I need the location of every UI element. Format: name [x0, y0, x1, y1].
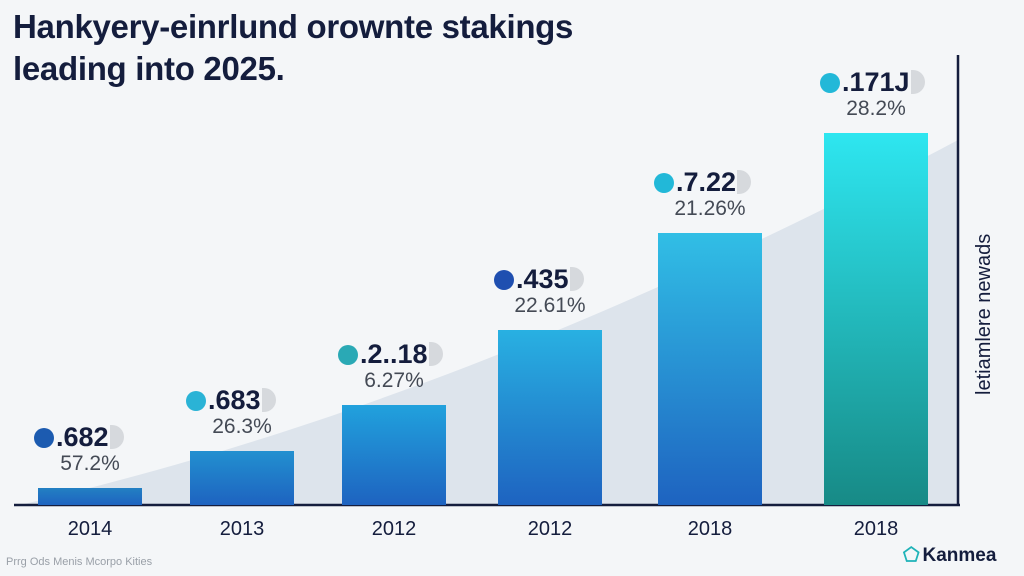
value-text: .682: [56, 421, 109, 452]
value-label: .683: [186, 385, 276, 416]
value-text: .683: [208, 385, 261, 416]
x-tick-label: 2012: [371, 518, 417, 540]
value-text: .171J: [842, 67, 910, 97]
value-icon: [820, 73, 840, 93]
label-tag-tail: [428, 341, 443, 366]
brand-name: Kanmea: [922, 545, 997, 566]
title-line-1: Hankyery-einrlund orownte stakings: [13, 8, 574, 45]
chart-title: Hankyery-einrlund orownte stakings leadi…: [13, 6, 573, 90]
brand-logo-icon: ⬠: [903, 545, 920, 566]
value-icon: [494, 270, 514, 291]
percent-label: 21.26%: [674, 197, 746, 221]
percent-label: 28.2%: [846, 97, 906, 120]
label-tag-tail: [109, 424, 124, 449]
value-text: .435: [516, 264, 569, 295]
label-tag-tail: [569, 267, 584, 292]
bar-0: [38, 487, 142, 505]
value-text: .2..18: [360, 338, 428, 369]
label-tag-tail: [737, 170, 752, 195]
title-line-2: leading into 2025.: [13, 50, 285, 87]
percent-label: 22.61%: [514, 294, 586, 318]
value-label: .7.22: [654, 167, 752, 198]
footer-note: Prrg Ods Menis Mcorpo Kities: [6, 556, 153, 568]
label-tag-tail: [261, 388, 276, 413]
percent-label: 57.2%: [60, 451, 120, 475]
value-label: .2..18: [338, 339, 443, 370]
percent-label: 6.27%: [364, 368, 424, 392]
percent-label: 26.3%: [212, 415, 272, 439]
bar-5: [824, 133, 928, 505]
bar-3: [498, 330, 602, 505]
x-tick-label: 2014: [67, 518, 113, 540]
x-tick-label: 2018: [687, 518, 733, 540]
value-icon: [186, 391, 206, 412]
bar-1: [190, 451, 294, 505]
brand-logo: ⬠ Kanmea: [903, 544, 996, 567]
bar-4: [658, 233, 762, 505]
value-icon: [34, 427, 54, 448]
bar-2: [342, 404, 446, 505]
value-label: .435: [494, 264, 584, 295]
background-area: [20, 140, 958, 505]
x-tick-label: 2012: [527, 518, 573, 540]
label-tag-tail: [910, 70, 925, 94]
x-tick-label: 2018: [853, 518, 899, 540]
value-icon: [338, 344, 358, 365]
y-axis-label: letiamlere newads: [973, 233, 995, 395]
x-tick-label: 2013: [219, 518, 265, 540]
value-text: .7.22: [676, 167, 737, 198]
value-icon: [654, 173, 674, 194]
value-label: .682: [34, 422, 124, 453]
value-label: .171J: [820, 67, 925, 98]
